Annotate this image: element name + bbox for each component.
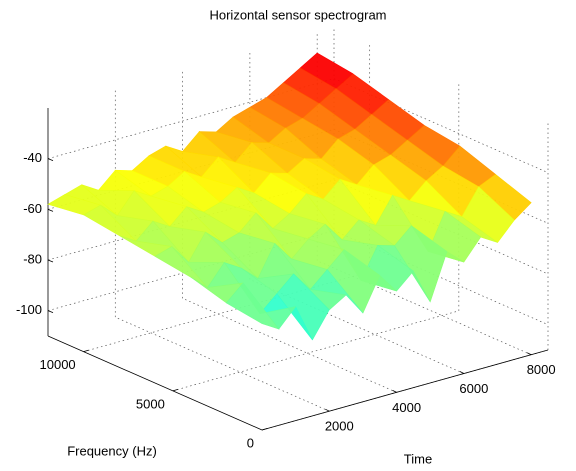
surface-patch xyxy=(225,282,280,330)
grid-line xyxy=(115,316,330,412)
x-tick-label: 6000 xyxy=(459,381,488,396)
z-tick xyxy=(47,158,54,162)
grid-line xyxy=(333,230,549,325)
chart-title: Horizontal sensor spectrogram xyxy=(209,7,386,22)
grid-line xyxy=(333,78,549,173)
y-tick-label: 0 xyxy=(247,435,254,450)
y-tick-label: 5000 xyxy=(136,396,165,411)
y-tick xyxy=(83,349,89,353)
x-tick xyxy=(459,371,465,374)
x-tick xyxy=(392,389,397,393)
z-tick xyxy=(47,208,54,212)
grid-line xyxy=(333,179,549,275)
x-tick xyxy=(325,408,330,412)
x-tick-label: 4000 xyxy=(392,400,421,415)
x-tick-label: 8000 xyxy=(527,362,556,377)
x-axis xyxy=(261,349,549,431)
z-tick-label: -80 xyxy=(23,251,42,266)
y-axis-label: Frequency (Hz) xyxy=(67,443,157,458)
z-tick-label: -40 xyxy=(23,150,42,165)
z-tick-label: -60 xyxy=(23,201,42,216)
y-tick-label: 10000 xyxy=(40,357,76,372)
z-tick xyxy=(47,310,54,314)
y-tick xyxy=(261,428,268,431)
z-tick-label: -100 xyxy=(16,302,42,317)
x-tick-label: 2000 xyxy=(325,419,354,434)
x-axis-label: Time xyxy=(404,451,432,466)
x-tick xyxy=(526,352,532,356)
z-tick xyxy=(47,259,54,263)
y-tick xyxy=(172,388,178,392)
